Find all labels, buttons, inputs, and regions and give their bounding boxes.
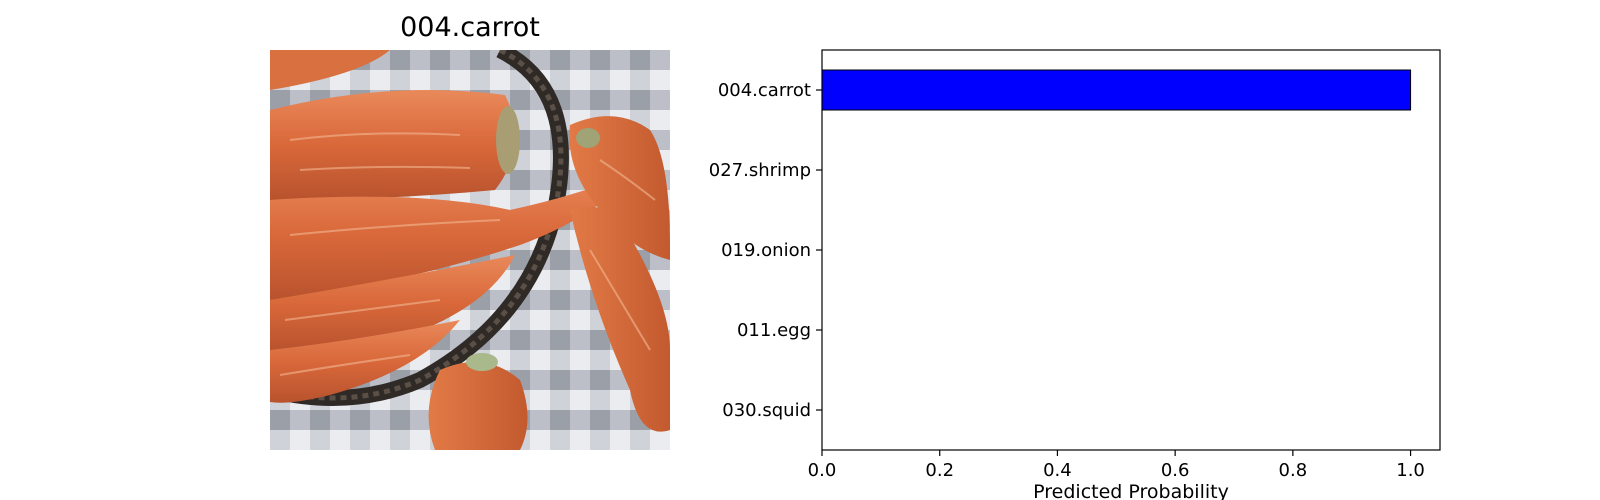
y-tick-label: 027.shrimp bbox=[709, 160, 811, 181]
carrot-photo bbox=[270, 50, 670, 450]
y-tick-label: 011.egg bbox=[737, 320, 811, 341]
carrot-photo-illustration bbox=[270, 50, 670, 450]
y-tick-label: 030.squid bbox=[722, 400, 811, 421]
x-axis-label: Predicted Probability bbox=[1033, 481, 1229, 500]
x-tick-label: 0.4 bbox=[1043, 460, 1072, 481]
y-tick-label: 004.carrot bbox=[718, 80, 811, 101]
y-tick-label: 019.onion bbox=[721, 240, 811, 261]
x-tick-label: 0.8 bbox=[1279, 460, 1308, 481]
bar-004.carrot bbox=[821, 69, 1412, 111]
image-title: 004.carrot bbox=[400, 12, 540, 43]
x-tick-label: 0.6 bbox=[1161, 460, 1190, 481]
x-tick-label: 0.0 bbox=[808, 460, 837, 481]
x-tick-label: 1.0 bbox=[1396, 460, 1425, 481]
x-tick-label: 0.2 bbox=[925, 460, 954, 481]
